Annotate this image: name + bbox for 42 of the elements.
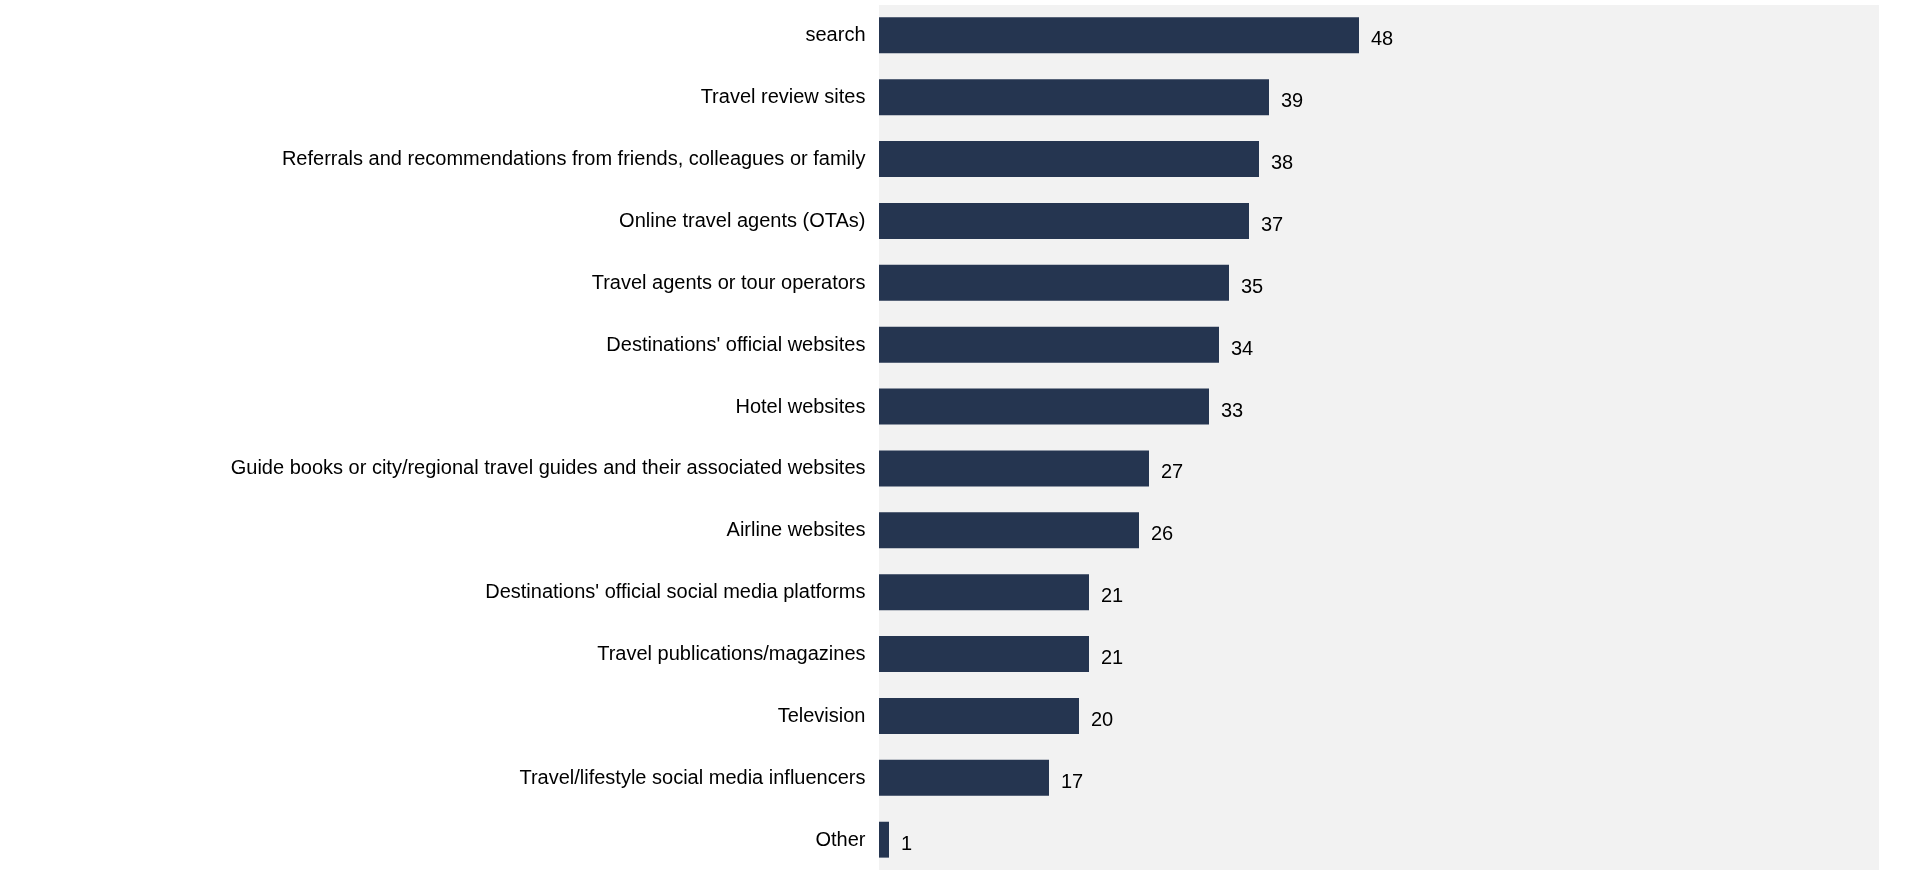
data-label: 26 [1151, 522, 1174, 545]
bar [879, 821, 889, 858]
data-label: 34 [1231, 336, 1254, 359]
data-label: 20 [1091, 707, 1114, 730]
y-tick-label: Travel/lifestyle social media influencers [519, 765, 866, 788]
data-label: 35 [1241, 274, 1264, 297]
bar [879, 141, 1259, 178]
bar [879, 203, 1249, 239]
y-tick-label: Destinations' official websites [606, 332, 866, 355]
y-tick-label: Hotel websites [735, 394, 866, 417]
data-label: 48 [1371, 27, 1394, 50]
y-tick-label: Referrals and recommendations from friends, colleagues or family [281, 147, 866, 170]
data-label: 21 [1101, 646, 1124, 669]
bar [879, 264, 1229, 301]
data-label: 37 [1261, 212, 1284, 235]
bar [879, 388, 1209, 425]
y-tick-label: Airline websites [726, 518, 866, 541]
bar [879, 759, 1049, 796]
y-tick-label: Travel publications/magazines [597, 642, 866, 665]
y-tick-label: Destinations' official social media platforms [485, 580, 866, 603]
bar [879, 697, 1079, 734]
y-tick-label: Travel agents or tour operators [591, 270, 866, 293]
bar [879, 17, 1359, 54]
data-label: 1 [901, 831, 913, 854]
data-label: 17 [1061, 769, 1084, 792]
data-label: 38 [1271, 151, 1294, 174]
y-tick-label: Other [815, 827, 866, 850]
bar [879, 574, 1089, 611]
bar [879, 450, 1149, 487]
y-tick-label: Guide books or city/regional travel guides and their associated websites [230, 456, 866, 479]
y-tick-label: Online travel agents (OTAs) [619, 208, 866, 231]
bar [879, 636, 1089, 672]
data-label: 39 [1281, 89, 1304, 112]
y-tick-label: Travel review sites [700, 85, 866, 108]
bar [879, 79, 1269, 116]
y-tick-label: search [805, 23, 866, 46]
bar [879, 512, 1139, 549]
bar [879, 326, 1219, 363]
data-label: 21 [1101, 584, 1124, 607]
y-tick-label: Television [777, 703, 866, 726]
data-label: 33 [1221, 398, 1244, 421]
data-label: 27 [1161, 460, 1184, 483]
